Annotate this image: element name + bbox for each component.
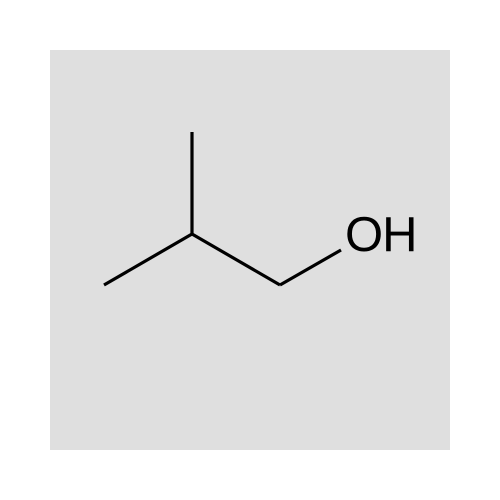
bond-b4: [280, 250, 341, 285]
atom-label-oh: OH: [345, 207, 417, 263]
bonds-group: [104, 132, 341, 285]
bond-b1: [104, 234, 192, 285]
bond-b3: [192, 234, 280, 285]
molecule-svg: [0, 0, 500, 500]
